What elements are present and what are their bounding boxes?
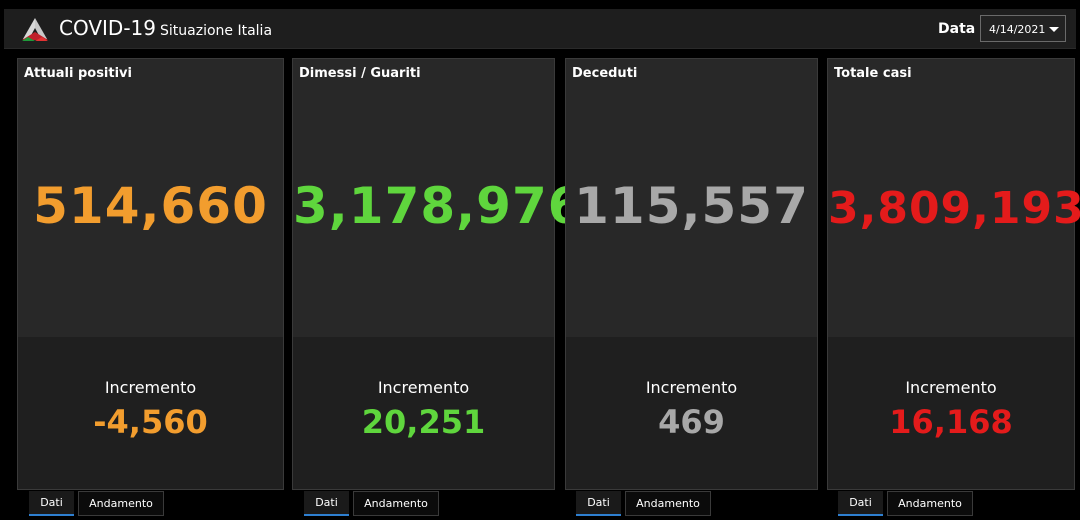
card-dimessi-guariti: Dimessi / Guariti 3,178,976 Incremento 2… (292, 58, 584, 490)
tab-andamento[interactable]: Andamento (887, 491, 973, 516)
tab-dati[interactable]: Dati (576, 491, 621, 516)
italy-logo-icon (22, 18, 48, 41)
card-title: Deceduti (572, 66, 638, 81)
increment-value: 469 (658, 403, 725, 441)
increment-label: Incremento (104, 378, 197, 397)
tab-andamento[interactable]: Andamento (625, 491, 711, 516)
card-value: 3,178,976 (293, 177, 584, 235)
increment-value: -4,560 (93, 403, 208, 441)
increment-value: 20,251 (361, 403, 486, 441)
card-value: 514,660 (33, 177, 268, 235)
card-increment-panel: Incremento 469 (566, 337, 817, 489)
tab-dati[interactable]: Dati (29, 491, 74, 516)
tab-dati[interactable]: Dati (838, 491, 883, 516)
chevron-down-icon (1049, 27, 1059, 32)
card-increment-panel: Incremento -4,560 (18, 337, 283, 489)
date-dropdown[interactable]: 4/14/2021 (980, 15, 1066, 42)
app-subtitle: Situazione Italia (160, 23, 273, 39)
tab-andamento[interactable]: Andamento (78, 491, 164, 516)
card-title: Totale casi (834, 66, 912, 81)
tab-andamento[interactable]: Andamento (353, 491, 439, 516)
date-label: Data (938, 21, 976, 37)
card-increment-panel: Incremento 20,251 (293, 337, 554, 489)
card-title: Dimessi / Guariti (299, 66, 421, 81)
card-totale-casi: Totale casi 3,809,193 Incremento 16,168 (827, 58, 1080, 490)
card-attuali-positivi: Attuali positivi 514,660 Incremento -4,5… (17, 58, 284, 490)
card-increment-panel: Incremento 16,168 (828, 337, 1074, 489)
app-title-text: COVID-19 (59, 16, 157, 40)
date-dropdown-value: 4/14/2021 (989, 23, 1046, 36)
card-value: 115,557 (574, 177, 809, 235)
increment-value: 16,168 (889, 403, 1013, 441)
app-title: COVID-19 Situazione Italia (59, 16, 272, 40)
tab-dati[interactable]: Dati (304, 491, 349, 516)
card-title: Attuali positivi (24, 66, 132, 81)
card-deceduti: Deceduti 115,557 Incremento 469 (565, 58, 818, 490)
increment-label: Incremento (645, 378, 738, 397)
app-header: COVID-19 Situazione Italia Data 4/14/2021 (4, 9, 1076, 49)
card-value: 3,809,193 (828, 183, 1080, 234)
increment-label: Incremento (377, 378, 470, 397)
increment-label: Incremento (905, 378, 997, 397)
